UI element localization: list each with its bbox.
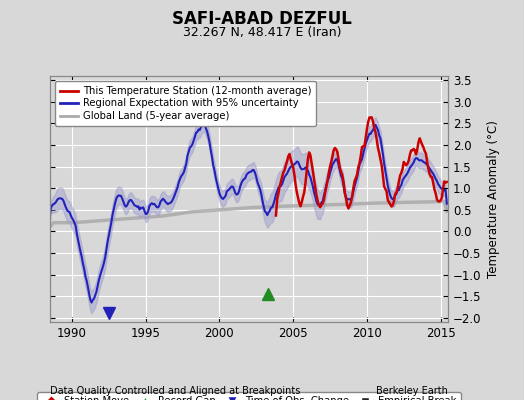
Legend: Station Move, Record Gap, Time of Obs. Change, Empirical Break: Station Move, Record Gap, Time of Obs. C… [37,392,461,400]
Text: Berkeley Earth: Berkeley Earth [376,386,448,396]
Y-axis label: Temperature Anomaly (°C): Temperature Anomaly (°C) [487,120,500,278]
Text: 32.267 N, 48.417 E (Iran): 32.267 N, 48.417 E (Iran) [183,26,341,39]
Text: SAFI-ABAD DEZFUL: SAFI-ABAD DEZFUL [172,10,352,28]
Text: Data Quality Controlled and Aligned at Breakpoints: Data Quality Controlled and Aligned at B… [50,386,300,396]
